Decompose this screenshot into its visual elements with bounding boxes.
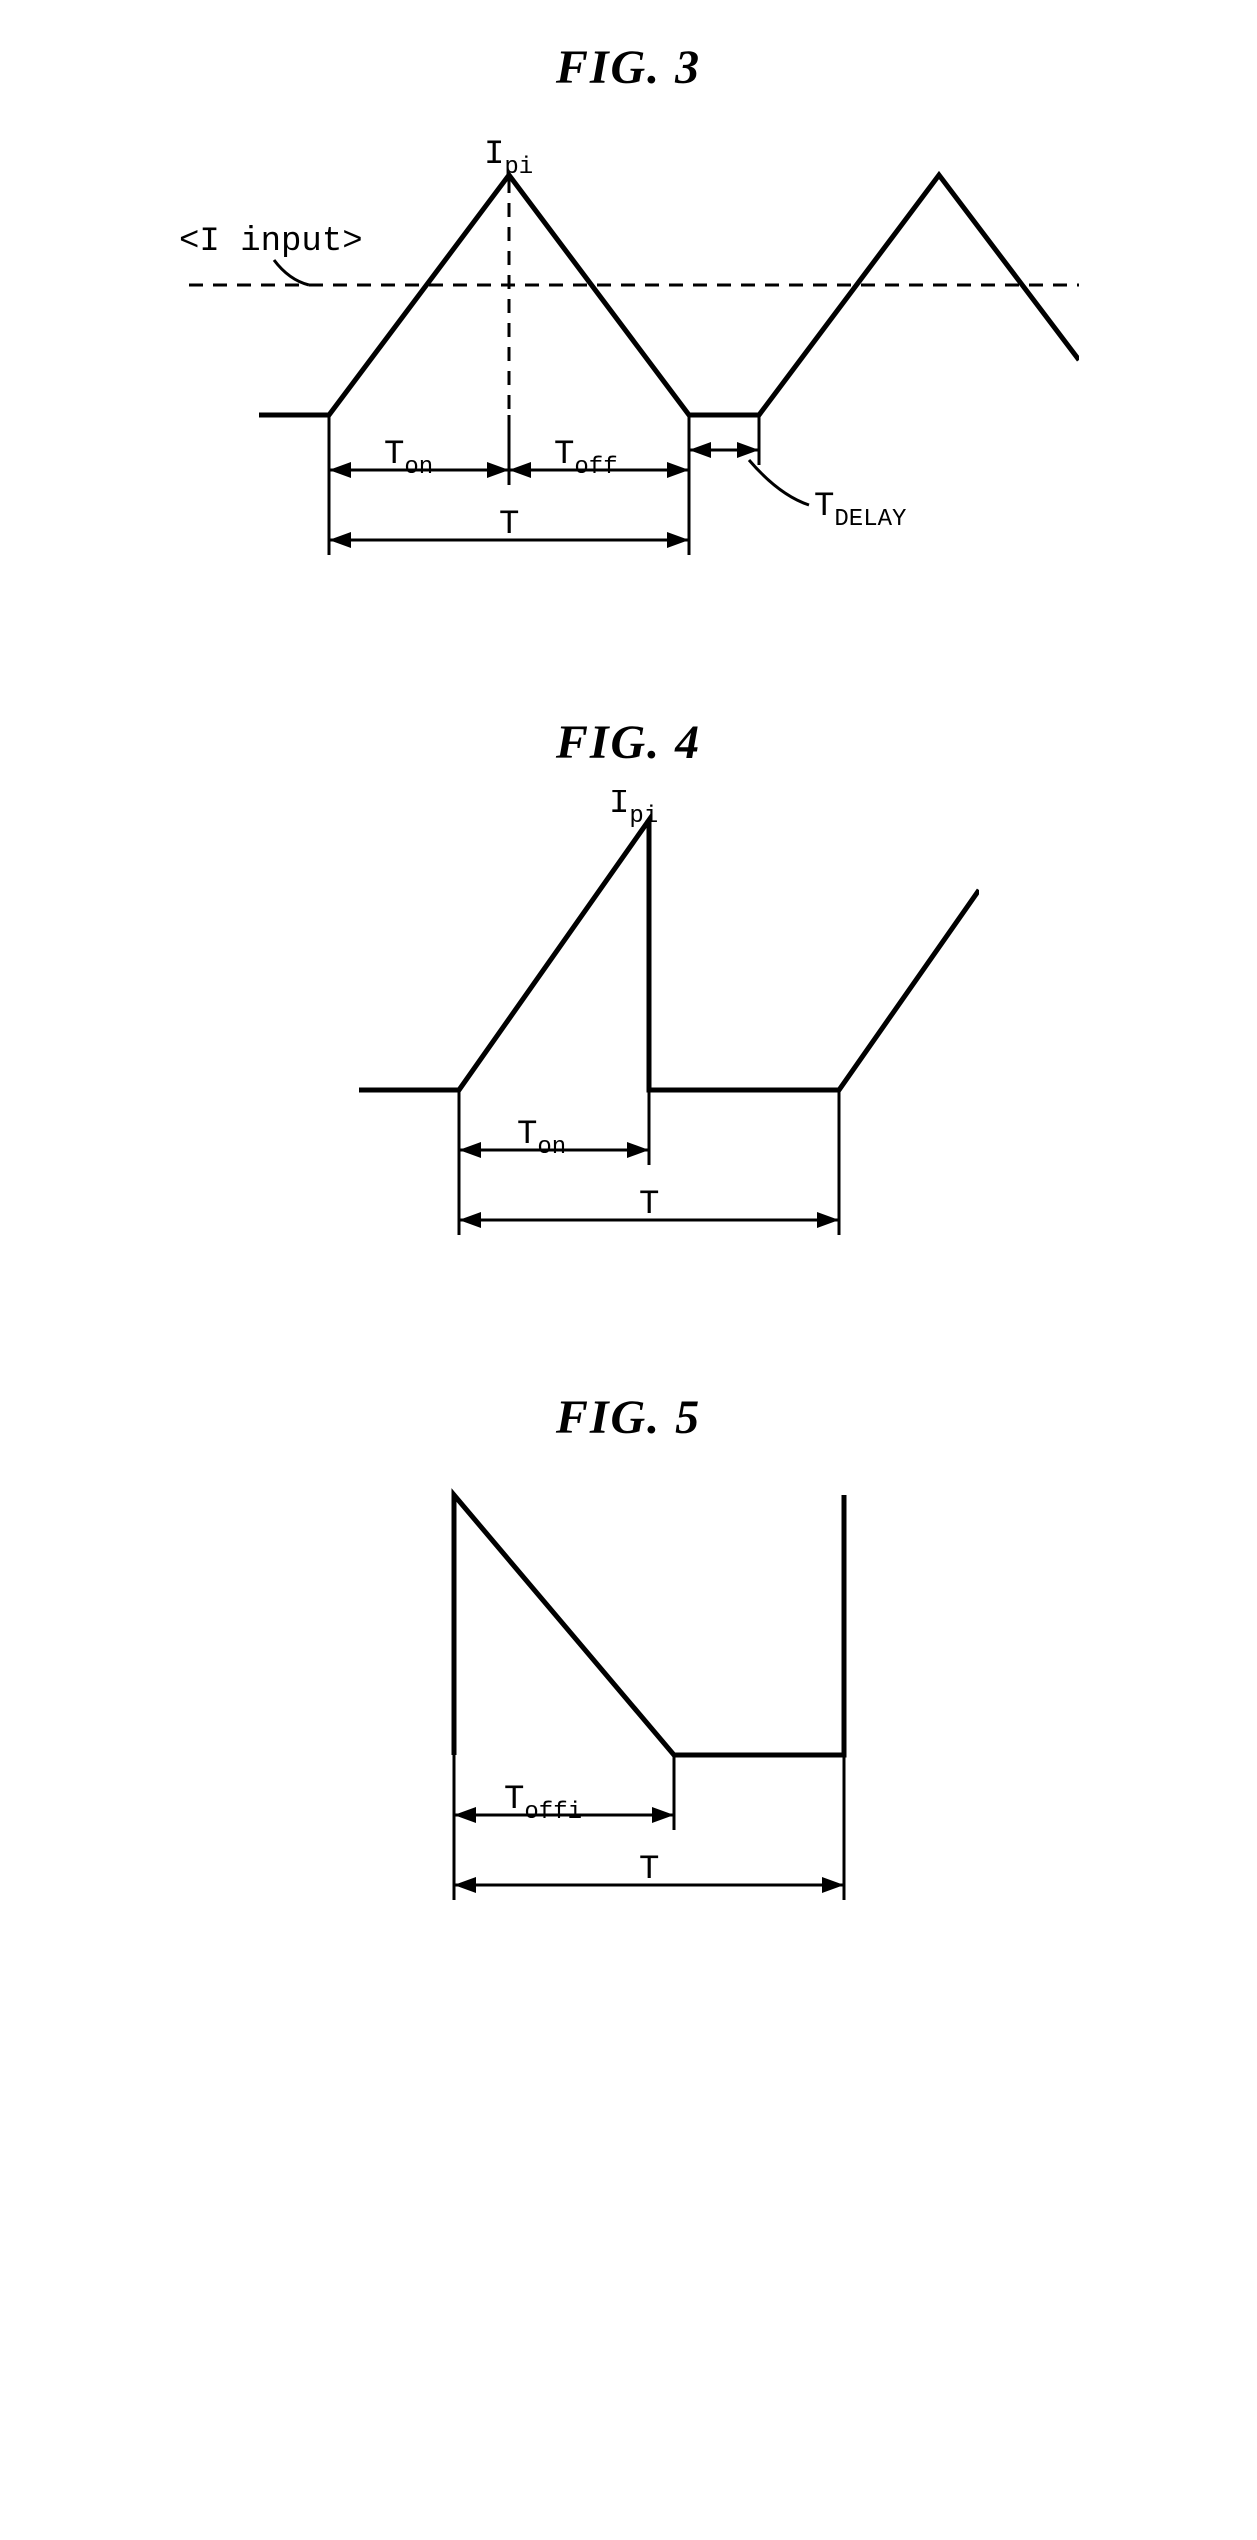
fig5-toffi-main: T	[504, 1781, 524, 1819]
fig4-t-main: T	[639, 1186, 659, 1224]
fig4-ton-main: T	[517, 1116, 537, 1154]
avg-input-label: <I input>	[179, 223, 363, 261]
peak-label-sub: pi	[504, 154, 533, 181]
figure-5-title: FIG. 5	[0, 1390, 1257, 1445]
fig5-dim-toffi: Toffi	[454, 1781, 674, 1826]
dim-tdelay: TDELAY	[689, 442, 906, 533]
figure-4-title: FIG. 4	[0, 715, 1257, 770]
fig5-dim-t: T	[454, 1851, 844, 1893]
peak-label-main: I	[484, 136, 504, 174]
svg-text:Toff: Toff	[554, 436, 618, 481]
avg-input-leader	[274, 260, 309, 285]
peak-label: Ipi	[484, 136, 533, 181]
fig4-ton-sub: on	[537, 1134, 566, 1161]
fig4-peak-label: Ipi	[609, 790, 658, 830]
svg-text:TDELAY: TDELAY	[814, 488, 906, 533]
svg-text:Ton: Ton	[384, 436, 433, 481]
figure-3: FIG. 3 <I input> Ipi	[0, 40, 1257, 635]
dim-t-main: T	[499, 506, 519, 544]
fig4-dim-ton: Ton	[459, 1116, 649, 1161]
figure-3-svg: <I input> Ipi Ton	[179, 115, 1079, 635]
figure-5: FIG. 5 Toffi T	[0, 1390, 1257, 1965]
fig4-peak-main: I	[609, 790, 629, 823]
dim-tdelay-sub: DELAY	[834, 506, 906, 533]
dim-toff-main: T	[554, 436, 574, 474]
fig4-dim-t: T	[459, 1186, 839, 1228]
svg-text:Toffi: Toffi	[504, 1781, 582, 1826]
avg-input-label-text: <I input>	[179, 223, 363, 261]
figure-4-svg: Ipi Ton T	[279, 790, 979, 1310]
fig3-waveform	[259, 175, 1079, 415]
dim-tdelay-main: T	[814, 488, 834, 526]
dim-toff-sub: off	[574, 454, 617, 481]
svg-text:Ton: Ton	[517, 1116, 566, 1161]
fig5-waveform	[454, 1495, 844, 1755]
dim-t: T	[329, 506, 689, 548]
figure-3-title: FIG. 3	[0, 40, 1257, 95]
dim-ton-sub: on	[404, 454, 433, 481]
fig4-peak-sub: pi	[629, 803, 658, 830]
fig4-waveform	[359, 820, 979, 1090]
dim-ton-main: T	[384, 436, 404, 474]
dim-toff: Toff	[509, 436, 689, 481]
figure-4: FIG. 4 Ipi Ton	[0, 715, 1257, 1310]
fig5-t-main: T	[639, 1851, 659, 1889]
page: FIG. 3 <I input> Ipi	[0, 40, 1257, 1965]
figure-5-svg: Toffi T	[304, 1465, 954, 1965]
fig5-toffi-sub: offi	[524, 1799, 582, 1826]
dim-ton: Ton	[329, 436, 509, 481]
